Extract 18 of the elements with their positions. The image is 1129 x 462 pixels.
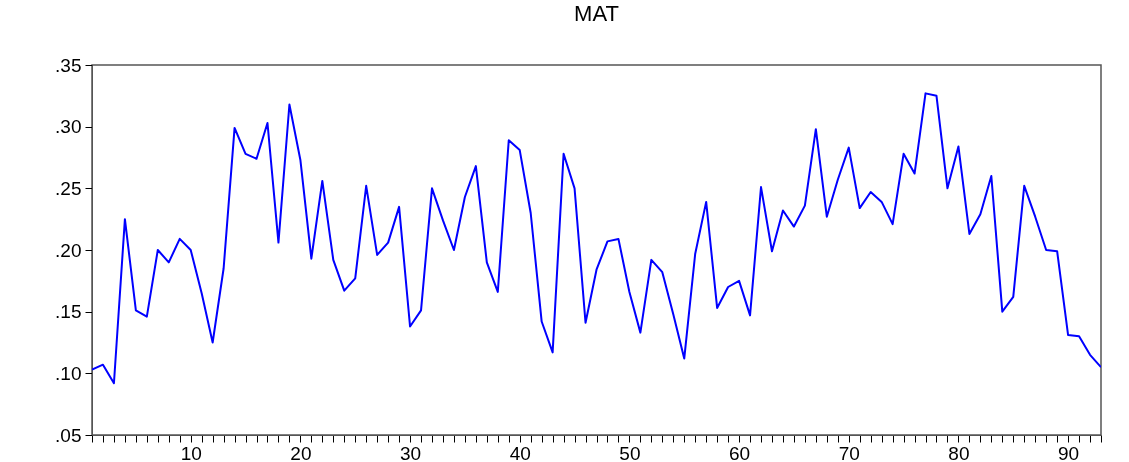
- x-tick-label: 30: [399, 442, 422, 462]
- x-tick-label: 20: [290, 442, 312, 462]
- y-tick-label: .35: [55, 54, 82, 76]
- y-tick-label: .10: [55, 362, 82, 384]
- x-tick-label: 10: [180, 442, 202, 462]
- chart-title: MAT: [574, 1, 619, 26]
- x-tick-label: 70: [838, 442, 860, 462]
- x-tick-label: 90: [1058, 442, 1080, 462]
- y-tick-label: .20: [55, 239, 82, 261]
- y-tick-label: .05: [55, 424, 82, 446]
- x-tick-label: 50: [619, 442, 641, 462]
- y-tick-label: .30: [55, 116, 82, 138]
- y-tick-label: .25: [55, 177, 82, 199]
- x-tick-label: 80: [948, 442, 970, 462]
- x-tick-label: 40: [509, 442, 531, 462]
- y-tick-label: .15: [55, 301, 82, 323]
- x-tick-label: 60: [729, 442, 751, 462]
- line-series: [92, 92, 1101, 385]
